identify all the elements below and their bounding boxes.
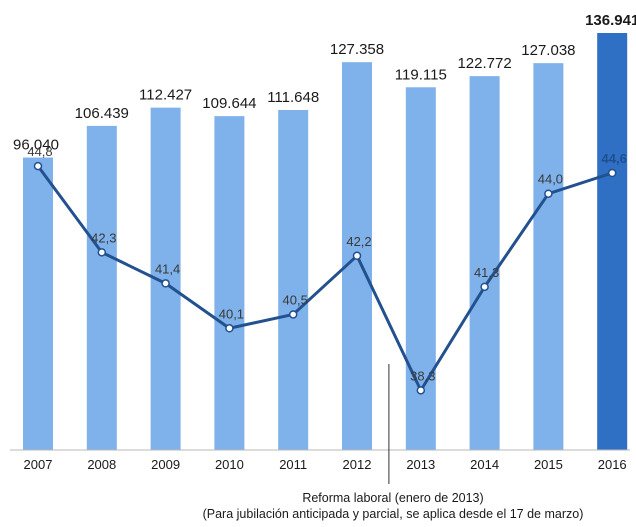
x-axis-tick-labels: 2007 2008 2009 2010 2011 2012 2013 2014 2015 2016	[24, 457, 627, 472]
bar-series	[23, 33, 628, 451]
bar-2016	[597, 33, 628, 450]
line-value-label-2015: 44,0	[538, 172, 563, 187]
line-value-label-2009: 41,4	[155, 261, 180, 276]
bar-2015	[533, 63, 564, 450]
line-value-label-2010: 40,1	[219, 306, 244, 321]
line-point-2009	[161, 279, 170, 288]
line-series	[33, 161, 617, 395]
line-value-label-2014: 41,3	[474, 265, 499, 280]
bar-value-label-2007: 96.040	[13, 137, 59, 154]
bar-value-label-2013: 119.115	[395, 66, 447, 83]
bar-2010	[214, 116, 245, 450]
line-point-2008	[97, 248, 107, 257]
line-point-2014	[480, 282, 489, 292]
line-value-label-2016: 44,6	[602, 151, 627, 166]
bar-value-label-2011: 111.648	[267, 89, 319, 106]
bar-value-label-2014: 122.772	[457, 55, 511, 72]
line-value-label-2007: 44,8	[27, 144, 52, 159]
line-value-label-2012: 42,2	[346, 234, 371, 249]
x-tick-label-2015: 2015	[534, 457, 563, 472]
line-path	[36, 165, 613, 392]
bar-2007	[23, 157, 53, 451]
x-tick-label-2009: 2009	[151, 457, 180, 472]
line-value-label-2013: 38,3	[410, 368, 435, 383]
bar-2008	[86, 125, 117, 451]
bar-2011	[278, 110, 309, 450]
line-point-2012	[352, 251, 362, 261]
line-point-2016	[607, 168, 617, 178]
x-tick-label-2008: 2008	[87, 457, 116, 472]
bar-value-label-2009: 112.427	[139, 87, 192, 104]
x-tick-label-2012: 2012	[343, 457, 372, 472]
x-tick-label-2007: 2007	[24, 457, 53, 472]
x-tick-label-2014: 2014	[470, 457, 499, 472]
line-point-2015	[544, 189, 553, 198]
line-point-2010	[225, 324, 234, 333]
annotation-line-2: (Para jubilación anticipada y parcial, s…	[202, 507, 584, 521]
x-tick-label-2010: 2010	[215, 457, 244, 472]
bar-value-label-2012: 127.358	[330, 41, 384, 58]
bar-2014	[469, 76, 500, 450]
line-value-label-2011: 40,5	[283, 292, 308, 307]
bar-value-label-2016: 136.941	[585, 12, 636, 29]
bar-value-label-2015: 127.038	[521, 42, 575, 59]
x-tick-label-2016: 2016	[598, 457, 627, 472]
line-point-2013	[416, 386, 426, 395]
data-labels: 96.040 106.439 112.427 109.644 111.648 127.35…	[13, 12, 636, 383]
line-value-label-2008: 42,3	[91, 230, 116, 245]
x-tick-label-2013: 2013	[406, 457, 435, 472]
line-point-2011	[288, 310, 298, 319]
bar-2013	[405, 87, 436, 450]
x-tick-label-2011: 2011	[279, 457, 307, 472]
bar-value-label-2010: 109.644	[202, 95, 256, 112]
annotation-line-1: Reforma laboral (enero de 2013)	[302, 491, 484, 505]
line-point-2007	[33, 161, 43, 171]
bar-value-label-2008: 106.439	[75, 105, 129, 122]
